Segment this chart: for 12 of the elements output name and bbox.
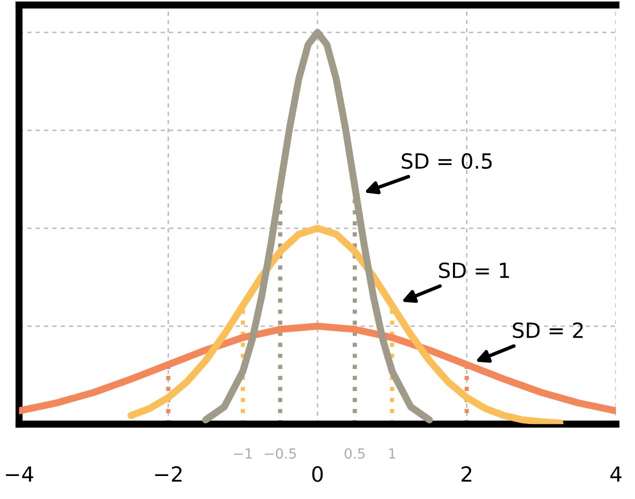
x-tick-label: −4	[6, 466, 34, 482]
x-tick-label: −2	[155, 466, 182, 482]
ref-line-label: 1	[389, 448, 396, 459]
ref-line-label: 0.5	[344, 448, 365, 459]
annotation: SD = 1	[439, 262, 510, 278]
x-tick-label: 2	[462, 466, 472, 482]
annotation: SD = 0.5	[402, 153, 492, 169]
ref-line-label: −1	[234, 448, 252, 459]
annotation: SD = 2	[512, 322, 583, 338]
x-tick-label: 4	[610, 466, 622, 482]
x-tick-label: 0	[312, 466, 323, 482]
ref-line-label: −0.5	[264, 448, 296, 459]
